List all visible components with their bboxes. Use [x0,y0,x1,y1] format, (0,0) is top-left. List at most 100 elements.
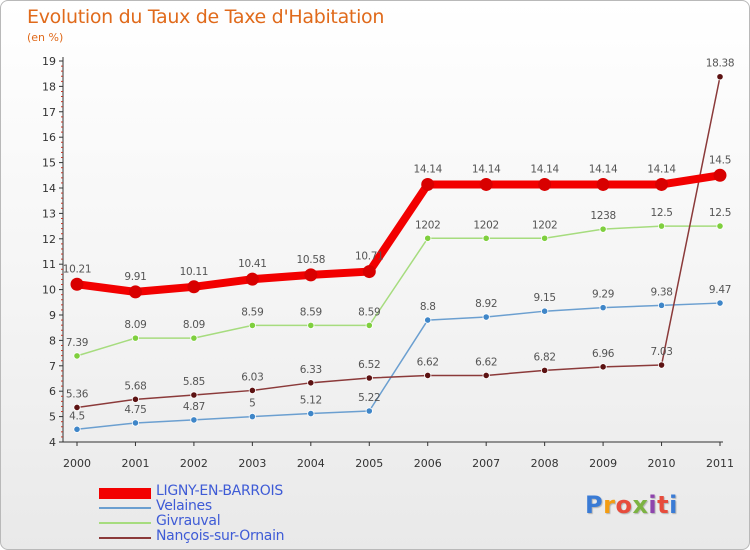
data-point [73,403,81,412]
data-point [479,177,493,191]
series-ligny-en-barrois [70,168,727,299]
chart-title: Evolution du Taux de Taxe d'Habitation [27,6,385,28]
data-point [541,307,549,315]
data-label: 5.68 [124,380,146,392]
data-point [424,371,432,380]
data-point [190,334,198,342]
data-point [365,407,373,415]
data-point [307,409,315,418]
y-tick-label: 11 [42,258,56,271]
data-label: 8.09 [124,319,146,331]
data-point [365,321,373,330]
legend-swatch [99,522,151,524]
data-label: 14.14 [530,163,559,175]
x-tick-label: 2008 [531,457,559,470]
data-point [73,425,81,433]
data-label: 14.14 [413,163,442,175]
x-tick-label: 2011 [706,457,734,470]
chart-subtitle: (en %) [27,31,64,44]
data-point [482,234,490,242]
y-tick-label: 16 [42,131,56,144]
data-point [541,366,549,374]
data-label: 1202 [415,219,441,231]
data-point [307,321,315,330]
y-tick-label: 12 [42,233,56,246]
data-label: 4.75 [124,404,146,416]
data-label: 14.5 [709,154,731,166]
data-point [128,285,142,299]
data-label: 4.5 [69,410,85,422]
data-point [304,268,318,282]
series-line [76,171,721,296]
data-label: 1202 [473,219,499,231]
y-tick-label: 4 [49,436,56,449]
data-point [362,265,376,279]
legend-swatch [99,537,151,539]
data-label: 8.8 [420,301,436,313]
data-point [248,321,256,330]
proxiti-logo: Proxiti [585,491,678,519]
y-tick-label: 15 [42,157,56,170]
data-label: 12.5 [709,207,731,219]
data-point [716,73,724,81]
y-tick-label: 7 [49,360,56,373]
data-label: 12.5 [650,207,672,219]
series-velaines [73,299,724,433]
data-point [73,352,81,360]
data-point [187,280,201,294]
data-point [365,374,373,382]
x-tick-label: 2009 [589,457,617,470]
data-point [599,304,607,312]
data-label: 6.62 [417,356,439,368]
data-label: 10.21 [63,263,92,275]
y-tick-label: 9 [49,309,56,322]
data-point [70,277,84,291]
data-point [307,379,315,387]
data-label: 5.22 [358,392,380,404]
data-point [190,391,198,399]
series-givrauval [73,222,724,360]
data-label: 5.85 [183,376,205,388]
data-point [190,416,198,424]
x-tick-label: 2007 [472,457,500,470]
y-tick-label: 5 [49,411,56,424]
data-label: 4.87 [183,401,205,413]
data-label: 5 [249,398,255,410]
series-line [76,76,721,409]
data-label: 8.09 [183,319,205,331]
data-point [131,419,140,427]
data-label: 5.36 [66,388,89,400]
x-tick-label: 2006 [414,457,442,470]
data-label: 5.12 [300,395,322,407]
data-point [482,313,490,321]
legend-label: LIGNY-EN-BARROIS [156,483,283,499]
data-point [424,316,432,324]
data-label: 6.52 [358,359,380,371]
data-point [657,361,666,369]
data-point [541,234,549,242]
y-tick-label: 13 [42,207,56,220]
data-point [131,334,140,342]
data-point [482,371,490,380]
data-label: 10.41 [238,258,267,270]
data-point [716,299,724,307]
data-point [599,225,607,233]
data-label: 14.14 [472,163,501,175]
data-point [716,222,724,230]
y-tick-label: 14 [42,182,56,195]
data-point [248,412,256,421]
data-point [657,301,666,309]
data-label: 6.33 [300,364,322,376]
y-tick-label: 8 [49,334,56,347]
data-point [599,363,607,371]
y-tick-label: 10 [42,284,56,297]
data-point [248,386,256,395]
data-point [424,234,432,242]
legend-label: Nançois-sur-Ornain [156,528,285,544]
y-tick-label: 18 [42,80,56,93]
data-label: 6.03 [241,371,263,383]
data-label: 10.58 [297,254,326,266]
data-label: 6.62 [475,356,497,368]
